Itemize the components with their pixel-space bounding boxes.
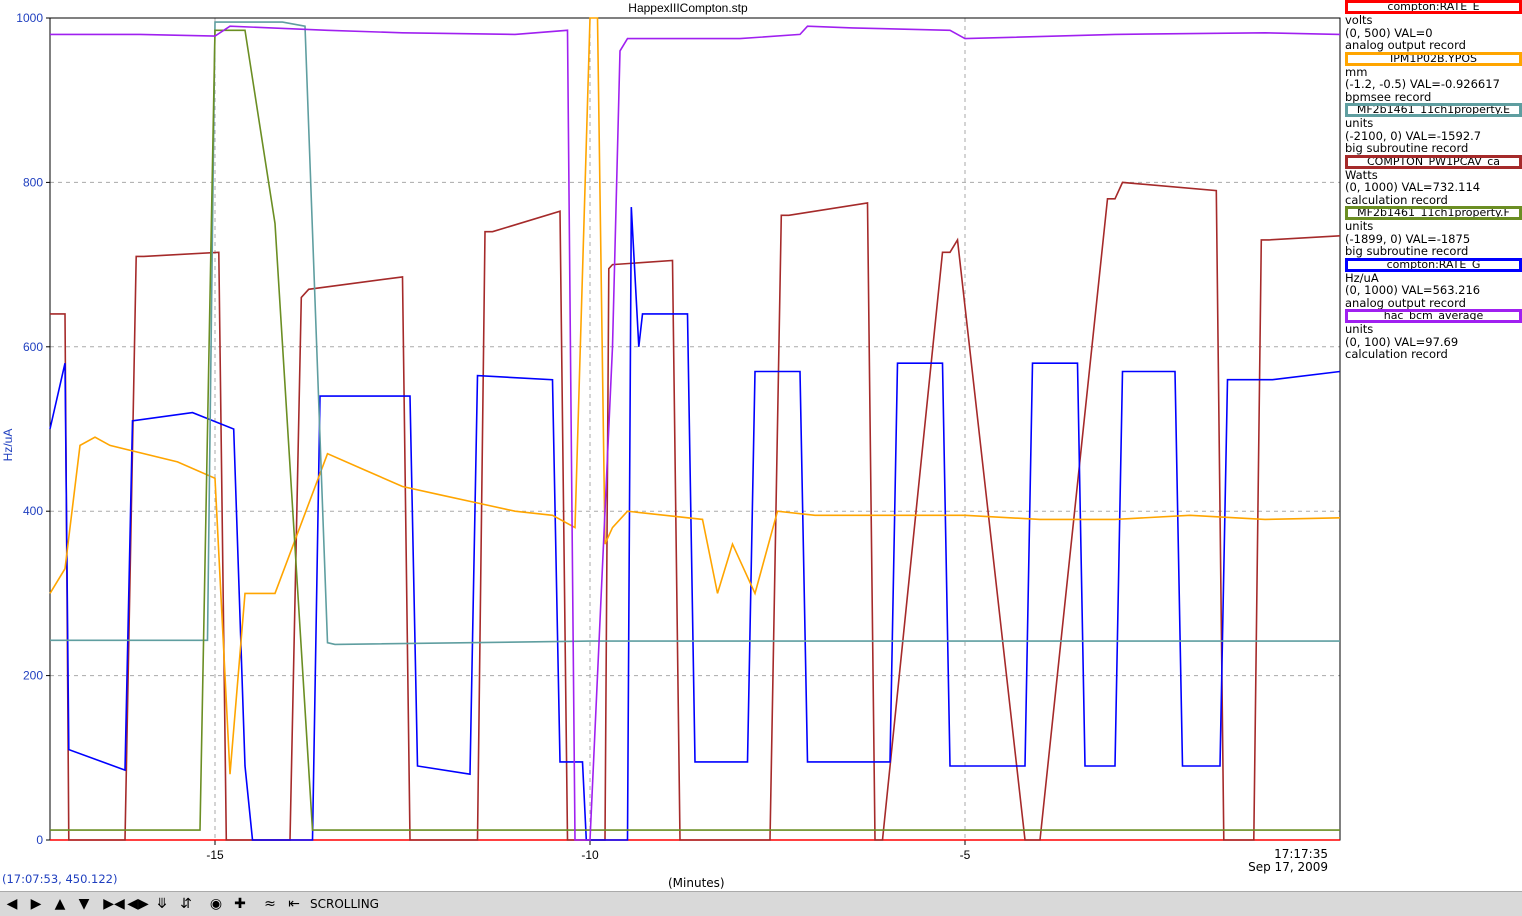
legend-record: big subroutine record: [1345, 244, 1469, 258]
plus-icon[interactable]: ✚: [234, 896, 246, 912]
x-axis-label: (Minutes): [668, 876, 725, 890]
legend-record: calculation record: [1345, 347, 1448, 361]
legend-record: analog output record: [1345, 295, 1466, 310]
y-axis-label: Hz/uA: [1, 429, 15, 462]
series-line: [50, 29, 1340, 831]
series-line: [50, 25, 1341, 841]
legend-item[interactable]: COMPTON_PW1PCAV_ca Watts (0, 1000) VAL=732…: [1345, 154, 1522, 207]
arrow-left-icon[interactable]: ◀: [6, 896, 18, 912]
y-tick-label: 200: [23, 669, 43, 683]
legend-item[interactable]: MF2b1461_11ch1property.E units (-2100, 0) …: [1345, 103, 1522, 155]
legend-record: bpmsee record: [1345, 89, 1432, 104]
legend-swatch: COMPTON_PW1PCAV_ca: [1345, 154, 1522, 169]
legend: compton:RATE_E volts (0, 500) VAL=0 analog …: [1345, 0, 1522, 361]
series-line: [49, 17, 1341, 775]
expand-vertical-icon[interactable]: ⇵: [180, 896, 192, 912]
cursor-readout: (17:07:53, 450.122): [2, 872, 118, 886]
legend-swatch: compton:RATE_E: [1345, 0, 1522, 14]
record-icon[interactable]: ◉: [209, 896, 223, 912]
arrow-to-edge-icon[interactable]: ⇤: [288, 896, 300, 912]
legend-unit: units: [1345, 219, 1374, 233]
legend-range: (-1.2, -0.5) VAL=-0.926617: [1345, 77, 1500, 91]
series-line: [49, 207, 1341, 841]
y-tick-label: 1000: [16, 11, 43, 25]
mode-label: SCROLLING: [310, 897, 379, 911]
legend-unit: Hz/uA: [1345, 270, 1379, 285]
x-tick-label: -5: [960, 848, 971, 862]
legend-unit: Watts: [1345, 167, 1378, 182]
legend-range: (0, 1000) VAL=732.114: [1345, 180, 1481, 194]
legend-record: analog output record: [1345, 38, 1466, 52]
legend-range: (0, 500) VAL=0: [1345, 25, 1433, 40]
legend-range: (-2100, 0) VAL=-1592.7: [1345, 128, 1482, 143]
legend-item[interactable]: IPM1P02B.YPOS mm (-1.2, -0.5) VAL=-0.92661…: [1345, 51, 1522, 104]
series-lines: [49, 17, 1341, 841]
strip-chart[interactable]: HappexIIICompton.stp 0 200 400 600 800 1000 -1…: [0, 0, 1522, 891]
legend-unit: volts: [1345, 13, 1373, 27]
legend-swatch: MF2b1461_11ch1property.F: [1345, 206, 1522, 220]
legend-unit: mm: [1345, 64, 1368, 79]
legend-item[interactable]: hac_bcm_average units (0, 100) VAL=97.69 ca…: [1345, 309, 1522, 361]
series-line: [50, 21, 1340, 646]
legend-item[interactable]: MF2b1461_11ch1property.F units (-1899, 0) …: [1345, 206, 1522, 258]
toolbar: ◀ ▶ ▲ ▼ ▶◀ ◀▶ ⤋ ⇵ ◉ ✚ ≈ ⇤ SCROLLING: [0, 891, 1522, 916]
legend-record: calculation record: [1345, 192, 1448, 207]
x-tick-label: -15: [206, 848, 224, 862]
y-tick-label: 0: [36, 833, 43, 847]
arrow-down-icon[interactable]: ▼: [78, 896, 90, 912]
legend-range: (0, 1000) VAL=563.216: [1345, 283, 1481, 297]
legend-swatch: IPM1P02B.YPOS: [1345, 51, 1522, 66]
legend-swatch: compton:RATE_G: [1345, 257, 1522, 272]
arrow-up-icon[interactable]: ▲: [54, 896, 66, 912]
legend-item[interactable]: compton:RATE_G Hz/uA (0, 1000) VAL=563.216…: [1345, 257, 1522, 310]
y-tick-label: 400: [23, 504, 43, 518]
x-tick-label: -10: [581, 848, 599, 862]
arrow-right-icon[interactable]: ▶: [30, 896, 42, 912]
legend-swatch: hac_bcm_average: [1345, 309, 1522, 323]
legend-unit: units: [1345, 322, 1374, 336]
compress-horizontal-icon[interactable]: ▶◀: [103, 896, 125, 912]
expand-horizontal-icon[interactable]: ◀▶: [127, 896, 149, 912]
y-tick-label: 800: [23, 175, 43, 189]
timestamp-time: 17:17:35: [1274, 847, 1328, 861]
timestamp: 17:17:35 Sep 17, 2009: [1248, 848, 1328, 874]
legend-range: (-1899, 0) VAL=-1875: [1345, 231, 1471, 246]
timestamp-date: Sep 17, 2009: [1248, 860, 1328, 874]
legend-swatch: MF2b1461_11ch1property.E: [1345, 103, 1522, 117]
legend-item[interactable]: compton:RATE_E volts (0, 500) VAL=0 analog …: [1345, 0, 1522, 52]
legend-unit: units: [1345, 116, 1374, 130]
waveform-icon[interactable]: ≈: [264, 896, 276, 912]
legend-range: (0, 100) VAL=97.69: [1345, 334, 1459, 349]
chart-title: HappexIIICompton.stp: [628, 1, 748, 15]
compress-vertical-icon[interactable]: ⤋: [156, 896, 168, 912]
y-tick-label: 600: [23, 340, 43, 354]
legend-record: big subroutine record: [1345, 141, 1469, 155]
